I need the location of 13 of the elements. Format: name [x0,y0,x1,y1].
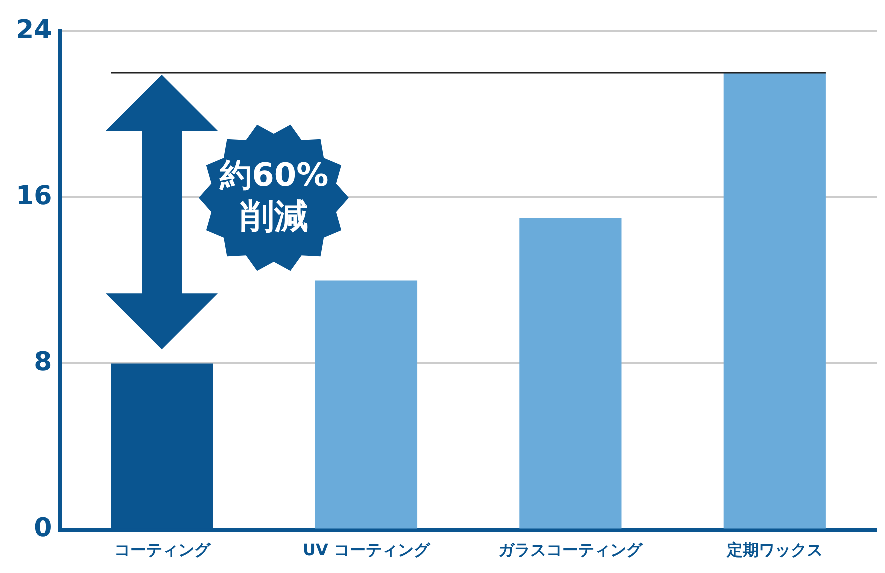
y-tick-label: 0 [34,514,52,544]
y-tick-label: 8 [34,347,52,378]
bar [520,218,622,529]
x-tick-label: ガラスコーティング [498,540,644,560]
y-tick-label: 16 [16,181,52,212]
bar [724,73,826,529]
x-tick-label: UV コーティング [303,540,431,560]
x-tick-label: 定期ワックス [726,540,823,560]
y-tick-label: 24 [16,15,52,46]
annotation: 約60% [218,155,330,196]
annotation: 削減 [239,196,310,238]
x-tick-label: コーティング [114,540,212,560]
bar [315,280,418,529]
